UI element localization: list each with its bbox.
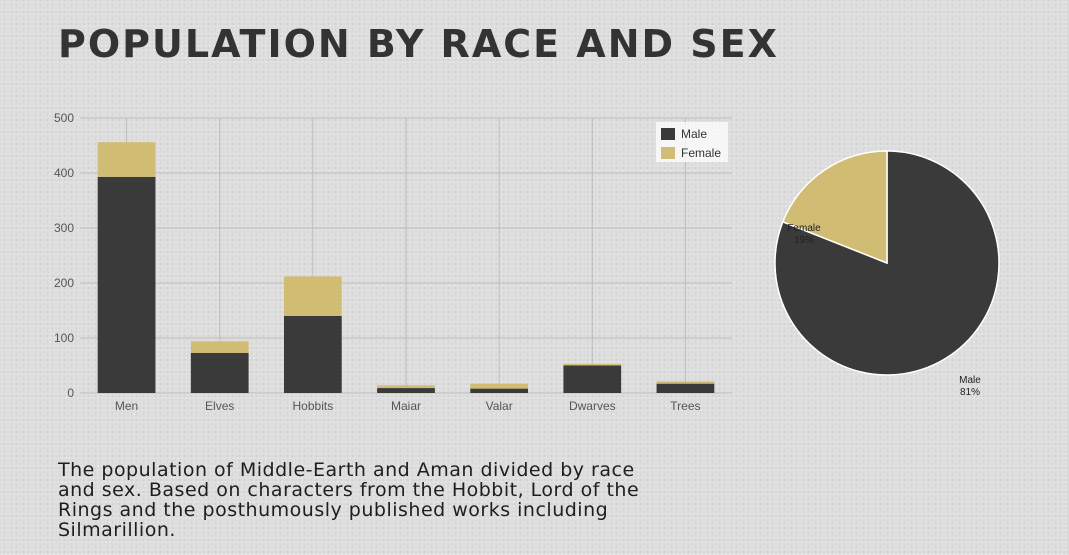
- bar-maiar-male: [377, 388, 435, 393]
- bar-men-male: [97, 176, 156, 393]
- x-tick-label-elves: Elves: [205, 399, 234, 413]
- bar-trees-female: [656, 381, 715, 384]
- bar-hobbits-female: [283, 276, 342, 316]
- x-tick-label-dwarves: Dwarves: [569, 399, 616, 413]
- bar-dwarves-female: [563, 363, 622, 366]
- page-title: POPULATION BY RACE AND SEX: [58, 22, 779, 66]
- y-tick-label-200: 200: [54, 276, 74, 290]
- chart-description: The population of Middle-Earth and Aman …: [58, 459, 640, 541]
- bar-valar-male: [470, 388, 529, 393]
- legend-swatch-female: [661, 147, 675, 159]
- y-tick-label-400: 400: [54, 166, 74, 180]
- population-bar-chart: 0 100 200 300 400 500 Men Elves Hobbits Maiar Vala…: [54, 111, 732, 413]
- pie-value-label-female: 19%: [794, 235, 814, 246]
- bar-men-female: [97, 142, 156, 177]
- x-tick-label-men: Men: [115, 399, 138, 413]
- bar-maiar-female: [377, 385, 435, 389]
- legend-swatch-male: [661, 128, 675, 140]
- chart-legend: Male Female: [656, 122, 728, 162]
- y-tick-label-300: 300: [54, 221, 74, 235]
- legend-label-male: Male: [681, 127, 707, 141]
- x-tick-label-valar: Valar: [486, 399, 513, 413]
- pie-value-label-male: 81%: [960, 387, 980, 398]
- bar-dwarves-male: [563, 365, 622, 393]
- bar-valar-female: [470, 383, 529, 389]
- bar-hobbits-male: [283, 316, 342, 393]
- legend-label-female: Female: [681, 146, 721, 160]
- bar-trees-male: [656, 383, 715, 393]
- y-tick-label-100: 100: [54, 331, 74, 345]
- bar-elves-male: [190, 352, 249, 393]
- pie-label-male: Male: [959, 375, 981, 386]
- pie-label-female: Female: [787, 223, 821, 234]
- bar-elves-female: [190, 341, 249, 353]
- x-tick-label-trees: Trees: [670, 399, 700, 413]
- x-tick-label-hobbits: Hobbits: [293, 399, 334, 413]
- y-tick-label-0: 0: [67, 386, 74, 400]
- x-tick-label-maiar: Maiar: [391, 399, 421, 413]
- pie-slice-female: [781, 150, 888, 265]
- y-tick-label-500: 500: [54, 111, 74, 125]
